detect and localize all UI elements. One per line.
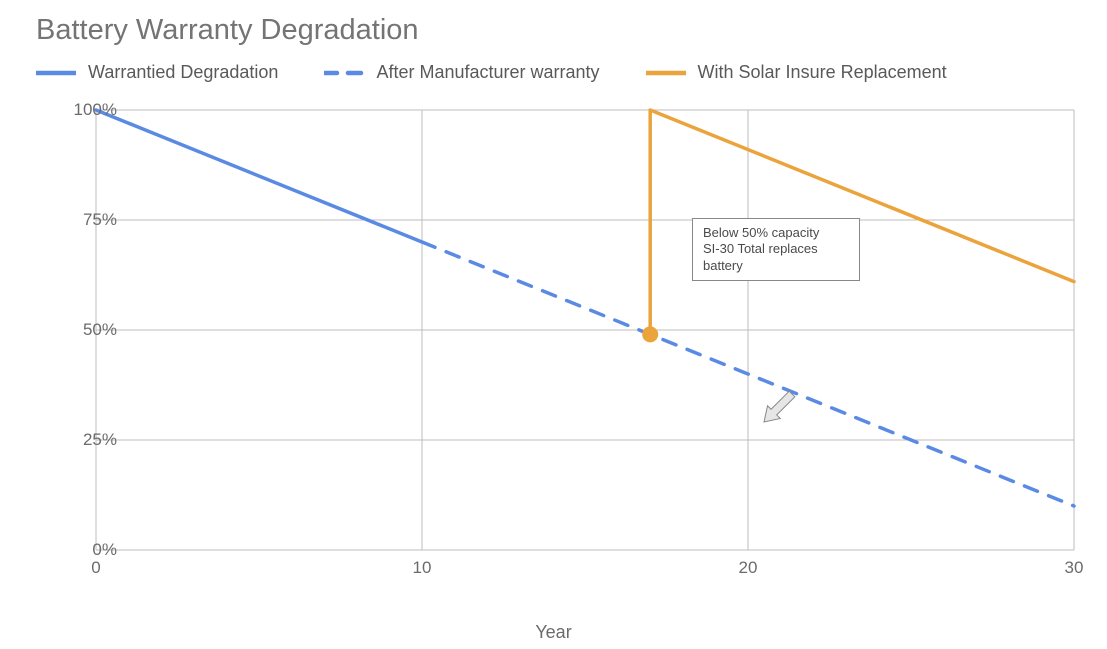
legend-label: With Solar Insure Replacement [698, 62, 947, 83]
chart-legend: Warrantied Degradation After Manufacturer… [36, 62, 947, 83]
x-tick-label: 30 [1065, 558, 1084, 578]
legend-item: With Solar Insure Replacement [646, 62, 947, 83]
legend-item: After Manufacturer warranty [324, 62, 599, 83]
series-line [96, 110, 422, 242]
chart-container: Battery Warranty Degradation Warrantied … [0, 0, 1107, 649]
y-tick-label: 100% [37, 100, 117, 120]
chart-svg [96, 110, 1074, 550]
legend-swatch [646, 69, 686, 77]
callout-arrow [764, 391, 795, 422]
y-tick-label: 50% [37, 320, 117, 340]
legend-item: Warrantied Degradation [36, 62, 278, 83]
chart-title: Battery Warranty Degradation [36, 14, 419, 47]
callout-box: Below 50% capacity SI-30 Total replaces … [692, 218, 860, 281]
y-tick-label: 0% [37, 540, 117, 560]
legend-label: After Manufacturer warranty [376, 62, 599, 83]
legend-swatch [324, 69, 364, 77]
x-tick-label: 0 [91, 558, 100, 578]
y-tick-label: 25% [37, 430, 117, 450]
legend-swatch [36, 69, 76, 77]
x-tick-label: 20 [739, 558, 758, 578]
legend-label: Warrantied Degradation [88, 62, 278, 83]
x-tick-label: 10 [413, 558, 432, 578]
chart-plot [96, 110, 1074, 550]
x-axis-title: Year [535, 622, 571, 643]
y-tick-label: 75% [37, 210, 117, 230]
replacement-marker [642, 326, 658, 342]
